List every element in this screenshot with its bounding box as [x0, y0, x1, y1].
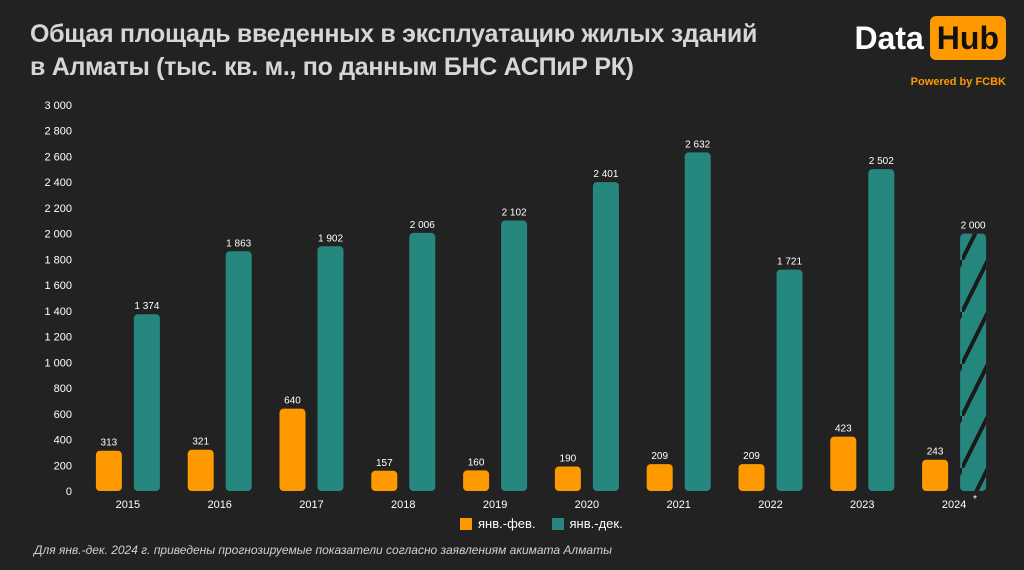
bar-jan-dec [225, 251, 252, 491]
y-tick-label: 2 400 [44, 177, 72, 189]
data-label: 640 [284, 396, 301, 407]
x-tick-label: 2016 [207, 499, 231, 511]
bar-jan-dec [868, 169, 895, 492]
data-label: 1 374 [134, 301, 159, 312]
x-tick-label: 2017 [299, 499, 323, 511]
legend: янв.-фев. янв.-дек. [460, 516, 639, 531]
y-tick-label: 1 200 [44, 332, 72, 344]
data-label: 209 [651, 451, 668, 462]
chart-title-line-2: в Алматы (тыс. кв. м., по данным БНС АСП… [30, 53, 634, 81]
forecast-asterisk: * [973, 494, 977, 505]
x-tick-label: 2024 [942, 499, 966, 511]
bar-jan-feb [738, 464, 765, 491]
data-label: 209 [743, 451, 760, 462]
y-tick-label: 1 800 [44, 254, 72, 266]
data-label: 2 401 [593, 169, 618, 180]
bar-jan-feb [463, 470, 490, 491]
legend-swatch-teal [551, 517, 564, 530]
y-tick-label: 400 [54, 435, 72, 447]
y-tick-label: 2 200 [44, 203, 72, 215]
x-tick-label: 2019 [483, 499, 507, 511]
y-tick-label: 1 000 [44, 357, 72, 369]
bar-jan-dec [501, 220, 528, 491]
data-label: 2 632 [685, 139, 710, 150]
y-tick-label: 2 000 [44, 229, 72, 241]
footnote: Для янв.-дек. 2024 г. приведены прогнози… [34, 543, 612, 557]
legend-item-jan-dec: янв.-дек. [551, 516, 623, 531]
data-label: 313 [101, 438, 118, 449]
data-label: 243 [927, 447, 944, 458]
bar-jan-feb [279, 408, 306, 491]
y-tick-label: 2 800 [44, 126, 72, 138]
bar-jan-dec [133, 314, 160, 491]
legend-label: янв.-дек. [569, 516, 623, 531]
legend-label: янв.-фев. [478, 516, 536, 531]
data-label: 1 863 [226, 238, 251, 249]
y-tick-label: 3 000 [44, 100, 72, 112]
data-labels: 313 1 374 321 1 863 640 1 902 157 2 006 160 2 102… [101, 139, 986, 468]
y-tick-label: 200 [54, 460, 72, 472]
data-label: 423 [835, 424, 852, 435]
x-tick-label: 2015 [116, 499, 140, 511]
data-label: 2 000 [961, 221, 986, 232]
bar-jan-dec [317, 246, 344, 491]
x-tick-label: 2023 [850, 499, 874, 511]
bar-jan-feb [646, 464, 673, 491]
bar-jan-feb [371, 470, 398, 491]
x-tick-label: 2018 [391, 499, 415, 511]
y-axis: 0 200 400 600 800 1 000 1 200 1 400 1 600 1 800 2 … [44, 100, 72, 498]
chart-title: Общая площадь введенных в эксплуатацию ж… [30, 18, 810, 84]
data-label: 157 [376, 458, 393, 469]
datahub-logo: Data Hub [854, 16, 1006, 60]
x-tick-label: 2022 [758, 499, 782, 511]
x-tick-label: 2020 [575, 499, 599, 511]
y-tick-label: 1 600 [44, 280, 72, 292]
bars [95, 152, 987, 492]
legend-item-jan-feb: янв.-фев. [460, 516, 536, 531]
bar-jan-dec [592, 182, 619, 491]
data-label: 160 [468, 457, 485, 468]
y-tick-label: 600 [54, 409, 72, 421]
data-label: 2 502 [869, 156, 894, 167]
bar-jan-feb [95, 450, 122, 491]
data-label: 1 902 [318, 233, 343, 244]
logo-hub-text: Hub [929, 16, 1006, 60]
data-label: 190 [560, 454, 577, 465]
forecast-hatch [960, 233, 987, 491]
y-tick-label: 0 [66, 486, 72, 498]
y-tick-label: 1 400 [44, 306, 72, 318]
chart-title-line-1: Общая площадь введенных в эксплуатацию ж… [30, 20, 758, 48]
data-label: 2 102 [502, 208, 527, 219]
data-label: 321 [192, 437, 209, 448]
powered-by-text: Powered by FCBK [910, 76, 1006, 88]
data-label: 1 721 [777, 257, 802, 268]
data-label: 2 006 [410, 220, 435, 231]
x-tick-label: 2021 [666, 499, 690, 511]
bar-jan-feb [187, 449, 214, 491]
bar-jan-dec [409, 232, 436, 492]
bar-jan-feb [554, 466, 581, 491]
logo-data-text: Data [854, 19, 924, 56]
bar-jan-feb [830, 436, 857, 491]
bar-jan-feb [922, 459, 949, 491]
x-axis: 2015 2016 2017 2018 2019 2020 2021 2022 2023 2024… [116, 494, 977, 511]
bar-jan-dec [684, 152, 711, 491]
y-tick-label: 800 [54, 383, 72, 395]
bar-jan-dec [776, 269, 803, 491]
y-tick-label: 2 600 [44, 151, 72, 163]
legend-swatch-orange [460, 517, 472, 530]
